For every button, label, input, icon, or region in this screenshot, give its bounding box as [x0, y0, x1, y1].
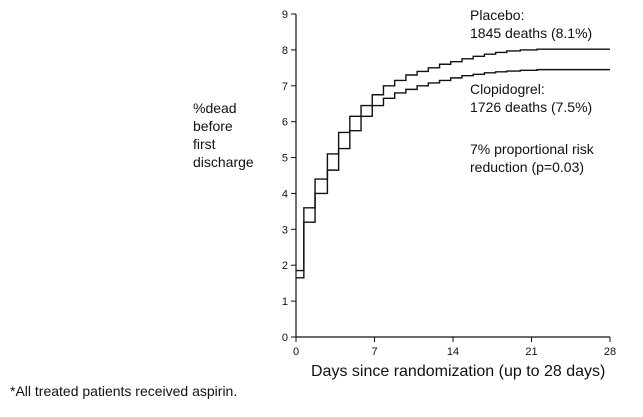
y-axis-label: %dead before first discharge — [193, 99, 254, 171]
risk-reduction-annotation: 7% proportional risk reduction (p=0.03) — [470, 140, 594, 176]
x-ticks: 0 7 14 21 28 — [293, 337, 616, 358]
y-tick-label: 7 — [282, 81, 288, 93]
x-tick-label: 14 — [447, 346, 459, 358]
clopidogrel-annotation: Clopidogrel: 1726 deaths (7.5%) — [470, 80, 592, 116]
clopidogrel-annotation-line: 1726 deaths (7.5%) — [470, 99, 593, 115]
y-ticks: 0 1 2 3 4 5 6 7 8 9 — [282, 9, 296, 344]
clopidogrel-annotation-line: Clopidogrel: — [470, 81, 545, 97]
x-tick-label: 21 — [525, 346, 537, 358]
footnote: *All treated patients received aspirin. — [10, 383, 238, 399]
x-tick-label: 0 — [293, 346, 299, 358]
placebo-annotation-line: Placebo: — [470, 7, 525, 23]
y-axis-label-line: before — [193, 118, 233, 134]
series-line-clopidogrel — [296, 68, 610, 279]
y-axis-label-line: %dead — [193, 100, 237, 116]
risk-reduction-annotation-line: 7% proportional risk — [470, 141, 594, 157]
y-axis-label-line: discharge — [193, 154, 254, 170]
series-lines — [296, 48, 610, 279]
y-tick-label: 8 — [282, 45, 288, 57]
y-tick-label: 9 — [282, 9, 288, 21]
x-tick-label: 7 — [371, 346, 377, 358]
y-axis-label-line: first — [193, 136, 216, 152]
y-tick-label: 2 — [282, 260, 288, 272]
placebo-annotation-line: 1845 deaths (8.1%) — [470, 25, 593, 41]
y-tick-label: 6 — [282, 117, 288, 129]
y-tick-label: 5 — [282, 153, 288, 165]
risk-reduction-annotation-line: reduction (p=0.03) — [470, 159, 585, 175]
y-tick-label: 1 — [282, 296, 288, 308]
y-tick-label: 0 — [282, 332, 288, 344]
x-axis-label: Days since randomization (up to 28 days) — [311, 363, 606, 380]
y-tick-label: 3 — [282, 224, 288, 236]
y-tick-label: 4 — [282, 188, 288, 200]
placebo-annotation: Placebo: 1845 deaths (8.1%) — [470, 6, 592, 42]
x-tick-label: 28 — [604, 346, 616, 358]
